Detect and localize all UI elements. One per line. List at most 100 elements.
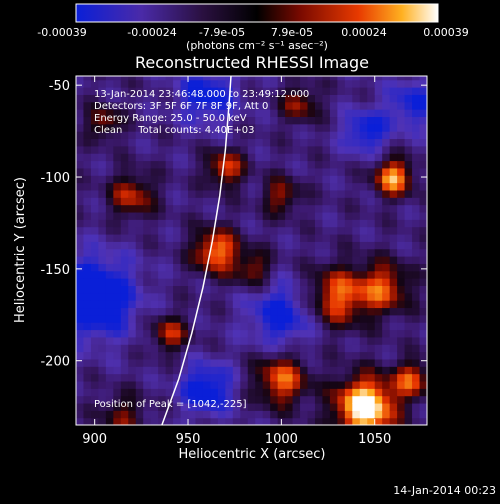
heatmap-cell: [359, 182, 368, 191]
heatmap-cell: [344, 248, 353, 257]
heatmap-cell: [367, 153, 376, 162]
heatmap-cell: [150, 358, 159, 367]
heatmap-cell: [202, 344, 212, 353]
heatmap-cell: [165, 153, 174, 162]
heatmap-cell: [195, 270, 204, 279]
heatmap-cell: [76, 138, 85, 147]
heatmap-cell: [262, 167, 271, 176]
heatmap-cell: [397, 226, 406, 235]
heatmap-cell: [173, 314, 182, 323]
heatmap-cell: [150, 109, 159, 118]
heatmap-cell: [404, 94, 413, 103]
heatmap-cell: [173, 278, 182, 286]
heatmap-cell: [412, 314, 421, 323]
heatmap-cell: [314, 182, 324, 191]
heatmap-cell: [165, 189, 174, 198]
heatmap-cell: [113, 256, 122, 264]
heatmap-cell: [292, 153, 301, 162]
heatmap-cell: [113, 123, 122, 132]
heatmap-cell: [314, 417, 324, 425]
heatmap-cell: [270, 322, 279, 331]
heatmap-cell: [135, 307, 144, 316]
heatmap-cell: [374, 395, 383, 404]
heatmap-cell: [83, 329, 92, 338]
heatmap-cell: [247, 278, 256, 286]
heatmap-cell: [314, 153, 324, 162]
heatmap-cell: [120, 101, 129, 110]
heatmap-cell: [314, 160, 324, 169]
heatmap-cell: [173, 322, 182, 331]
heatmap-cell: [300, 79, 309, 88]
heatmap-cell: [322, 402, 331, 411]
heatmap-cell: [374, 263, 383, 272]
heatmap-cell: [419, 233, 427, 242]
heatmap-cell: [247, 131, 256, 140]
heatmap-cell: [255, 285, 264, 294]
heatmap-cell: [225, 307, 234, 316]
heatmap-cell: [135, 233, 144, 242]
heatmap-cell: [374, 410, 383, 419]
heatmap-cell: [344, 79, 353, 88]
heatmap-cell: [158, 351, 167, 360]
heatmap-cell: [322, 123, 331, 132]
heatmap-cell: [217, 314, 226, 323]
heatmap-cell: [158, 388, 167, 397]
heatmap-cell: [232, 79, 241, 88]
heatmap-cell: [337, 256, 346, 264]
heatmap-cell: [419, 87, 427, 95]
heatmap-cell: [292, 366, 301, 375]
heatmap-cell: [195, 322, 204, 331]
heatmap-cell: [292, 123, 301, 132]
heatmap-cell: [262, 123, 271, 132]
heatmap-cell: [382, 373, 391, 382]
heatmap-cell: [120, 248, 129, 257]
heatmap-cell: [90, 380, 100, 389]
heatmap-cell: [285, 336, 294, 345]
heatmap-cell: [120, 300, 129, 309]
heatmap-cell: [158, 182, 167, 191]
heatmap-cell: [135, 322, 144, 331]
heatmap-cell: [412, 153, 421, 162]
heatmap-cell: [195, 189, 204, 198]
heatmap-cell: [240, 226, 249, 235]
heatmap-cell: [292, 351, 301, 360]
heatmap-cell: [105, 322, 114, 331]
heatmap-cell: [210, 402, 219, 411]
heatmap-cell: [128, 351, 137, 360]
heatmap-cell: [367, 219, 376, 228]
heatmap-cell: [135, 94, 144, 103]
heatmap-cell: [270, 189, 279, 198]
heatmap-cell: [382, 292, 391, 301]
heatmap-cell: [329, 358, 338, 367]
heatmap-cell: [195, 314, 204, 323]
heatmap-cell: [277, 329, 286, 338]
heatmap-cell: [120, 263, 129, 272]
heatmap-cell: [382, 395, 391, 404]
heatmap-cell: [247, 76, 256, 81]
heatmap-cell: [262, 109, 271, 118]
heatmap-cell: [120, 322, 129, 331]
heatmap-cell: [307, 278, 316, 286]
heatmap-cell: [389, 366, 398, 375]
heatmap-cell: [76, 123, 85, 132]
heatmap-cell: [158, 263, 167, 272]
heatmap-cell: [128, 197, 137, 206]
heatmap-cell: [188, 131, 197, 140]
heatmap-cell: [285, 263, 294, 272]
heatmap-cell: [105, 358, 114, 367]
heatmap-cell: [90, 322, 100, 331]
heatmap-cell: [300, 241, 309, 250]
heatmap-cell: [292, 233, 301, 242]
heatmap-cell: [322, 76, 331, 81]
heatmap-cell: [195, 366, 204, 375]
heatmap-cell: [270, 263, 279, 272]
heatmap-cell: [367, 87, 376, 95]
heatmap-cell: [382, 87, 391, 95]
heatmap-cell: [344, 263, 353, 272]
heatmap-cell: [217, 233, 226, 242]
heatmap-cell: [76, 388, 85, 397]
heatmap-cell: [270, 109, 279, 118]
heatmap-cell: [180, 351, 189, 360]
heatmap-cell: [165, 219, 174, 228]
heatmap-cell: [255, 307, 264, 316]
